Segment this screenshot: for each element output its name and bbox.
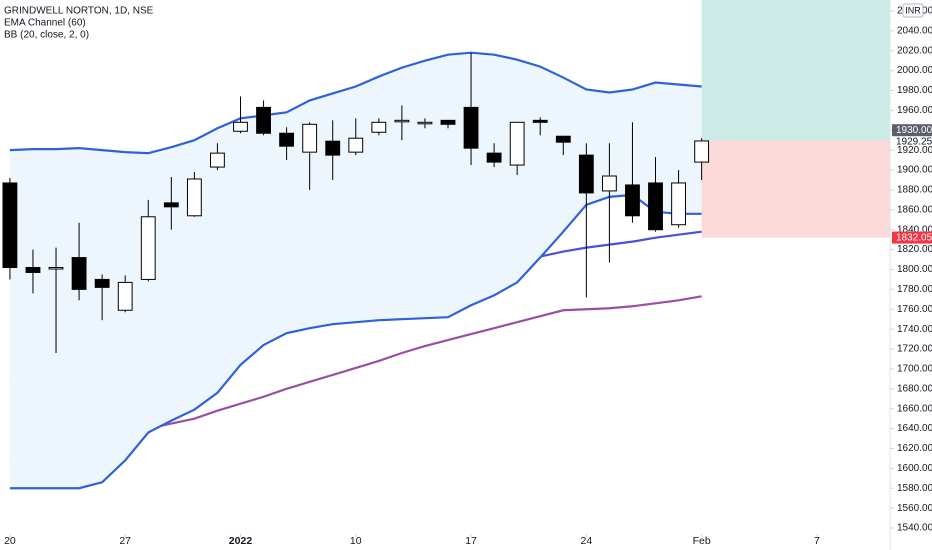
- candle-body: [440, 119, 456, 125]
- y-tick-label: 1680.00: [897, 383, 932, 394]
- y-tick-label: 1920.00: [897, 145, 932, 156]
- y-tick-label: 1880.00: [897, 185, 932, 196]
- candle-body: [394, 119, 410, 123]
- y-tick-label: 1860.00: [897, 204, 932, 215]
- candle-body: [140, 216, 156, 280]
- entry-price-box: [892, 124, 932, 137]
- band-fill: [9, 52, 702, 489]
- candle-body: [94, 278, 110, 288]
- y-tick-label: 1540.00: [897, 523, 932, 534]
- y-tick-label: 1600.00: [897, 463, 932, 474]
- x-tick-label: 17: [465, 535, 477, 547]
- y-tick-label: 1980.00: [897, 85, 932, 96]
- loss-zone: [701, 140, 890, 238]
- candle-body: [2, 182, 18, 268]
- candle-body: [71, 257, 87, 290]
- x-tick-label: 10: [350, 535, 362, 547]
- y-tick-label: 2020.00: [897, 45, 932, 56]
- candle-body: [417, 121, 433, 125]
- candle-body: [578, 154, 594, 194]
- x-tick-label: Feb: [693, 535, 711, 547]
- candle-body: [233, 121, 248, 132]
- candle-body: [625, 184, 640, 217]
- y-tick-label: 1620.00: [897, 443, 932, 454]
- entry-price-label: 1930.00: [896, 125, 932, 136]
- candle-body: [48, 266, 64, 270]
- legend-entry: BB (20, close, 2, 0): [4, 30, 89, 41]
- y-tick-label: 1900.00: [897, 165, 932, 176]
- candle-body: [186, 178, 202, 217]
- y-tick-label: 1760.00: [897, 304, 932, 315]
- candle-body: [694, 140, 710, 163]
- candle-body: [555, 135, 571, 143]
- candle-body: [279, 132, 295, 147]
- y-tick-label: 1960.00: [897, 105, 932, 116]
- y-tick-label: 1780.00: [897, 284, 932, 295]
- y-tick-label: 1800.00: [897, 264, 932, 275]
- stop-price-box: [892, 231, 932, 244]
- y-tick-label: 1840.00: [897, 224, 932, 235]
- stop-price-label: 1832.05: [896, 232, 932, 243]
- candle-body: [163, 202, 179, 208]
- y-tick-label: 1720.00: [897, 344, 932, 355]
- chart-title: GRINDWELL NORTON, 1D, NSE: [4, 6, 154, 17]
- legend-entry: EMA Channel (60): [4, 18, 86, 29]
- candle-body: [302, 123, 318, 153]
- y-tick-label: 1640.00: [897, 423, 932, 434]
- x-tick-label: 24: [580, 535, 592, 547]
- candle-body: [25, 266, 41, 273]
- y-tick-label: 1660.00: [897, 403, 932, 414]
- currency[interactable]: INR: [905, 5, 921, 15]
- candle-body: [256, 106, 271, 134]
- y-tick-label: 1700.00: [897, 364, 932, 375]
- x-tick-label: 27: [119, 535, 131, 547]
- candle-body: [532, 119, 548, 123]
- candle-body: [371, 121, 387, 133]
- candle-body: [463, 106, 479, 149]
- y-tick-label: 1820.00: [897, 244, 932, 255]
- x-tick-label: 20: [4, 535, 16, 547]
- indicator-line: [9, 51, 702, 155]
- last-price-label: 1929.25: [896, 137, 932, 148]
- candle-body: [671, 182, 686, 226]
- candle-body: [348, 137, 364, 153]
- candle-body: [509, 121, 525, 166]
- x-tick-label: 7: [814, 535, 820, 547]
- profit-zone: [701, 0, 890, 141]
- candle-body: [210, 152, 225, 168]
- y-tick-label: 1560.00: [897, 503, 932, 514]
- candle-body: [601, 175, 617, 192]
- price-axis-bg: [890, 0, 932, 550]
- y-tick-label: 2040.00: [897, 25, 932, 36]
- y-tick-label: 2000.00: [897, 65, 932, 76]
- y-tick-label: 1740.00: [897, 324, 932, 335]
- x-tick-label: 2022: [229, 535, 253, 547]
- candle-body: [648, 182, 663, 231]
- candle-body: [325, 140, 341, 156]
- y-tick-label: 1580.00: [897, 483, 932, 494]
- candle-body: [486, 152, 502, 163]
- currency-badge[interactable]: [902, 3, 924, 18]
- candle-body: [117, 281, 133, 311]
